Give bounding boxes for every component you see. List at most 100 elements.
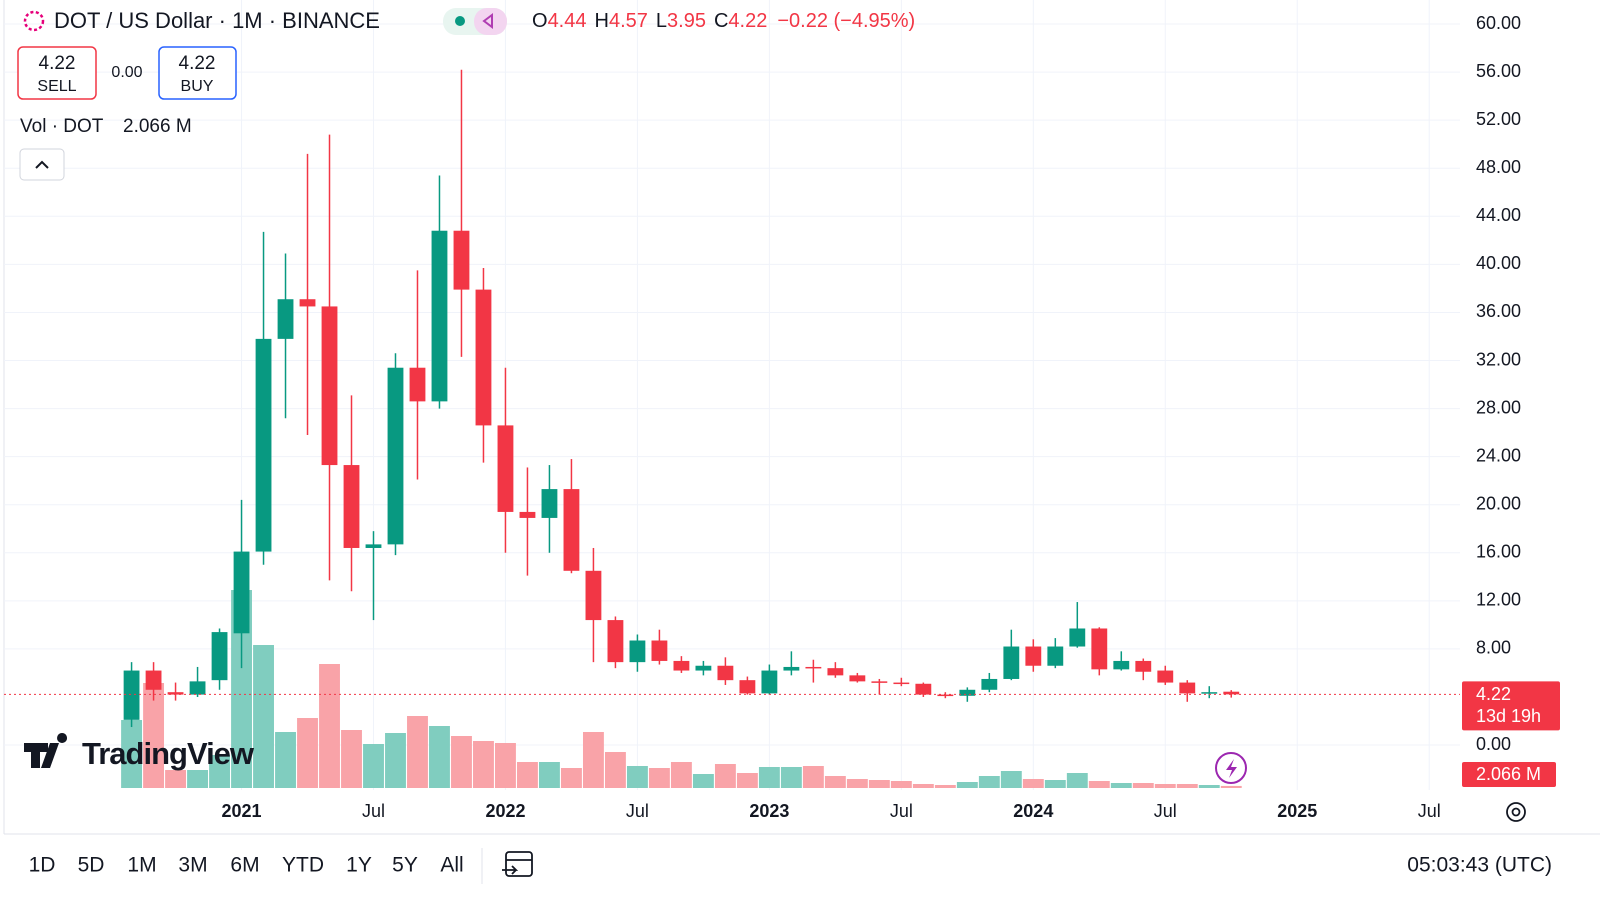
- volume-pane: [121, 590, 1242, 788]
- volume-legend: Vol · DOT: [20, 116, 104, 137]
- candle-body: [981, 678, 998, 690]
- buy-button[interactable]: [158, 46, 237, 100]
- volume-bar: [802, 766, 824, 788]
- chevron-icon: [35, 160, 49, 169]
- volume-bar: [714, 764, 736, 788]
- volume-bar: [912, 784, 934, 788]
- volume-bar: [209, 755, 230, 788]
- buy-price: 4.22: [179, 53, 216, 74]
- y-tick-label: 28.00: [1476, 397, 1521, 417]
- y-tick-label: 52.00: [1476, 109, 1521, 129]
- symbol-icon: [23, 10, 45, 32]
- ohlc-key: O: [532, 10, 548, 32]
- volume-bar: [143, 683, 165, 788]
- calendar-arrow: [502, 865, 519, 875]
- volume-bar: [648, 768, 670, 788]
- candle-body: [167, 692, 184, 695]
- range-button[interactable]: 1D: [29, 854, 56, 877]
- candle-body: [1157, 670, 1174, 683]
- sell-button[interactable]: [17, 46, 97, 100]
- range-button[interactable]: 3M: [178, 854, 207, 877]
- volume-bar: [517, 762, 538, 788]
- candle-body: [607, 620, 624, 663]
- volume-bar: [451, 736, 472, 788]
- data-status-icon: [482, 13, 493, 29]
- calendar-button[interactable]: [502, 851, 533, 877]
- data-status: [474, 8, 507, 35]
- candle-body: [1069, 628, 1086, 647]
- volume-bar: [1220, 785, 1242, 788]
- volume-bar: [187, 770, 208, 788]
- x-tick-label: Jul: [626, 801, 649, 821]
- candles: [123, 69, 1240, 728]
- ohlc-value: 3.95: [667, 10, 706, 32]
- candle-body: [497, 425, 514, 512]
- candle-body: [629, 640, 646, 663]
- volume-label-box: [1462, 762, 1556, 787]
- axes: 60.00 56.00 52.00 48.00 44.00 40.00 36.00 32.00…: [4, 13, 1560, 821]
- volume-bar: [692, 774, 714, 788]
- y-tick-label: 44.00: [1476, 205, 1521, 225]
- candle-body: [915, 683, 932, 695]
- volume-bar: [604, 752, 626, 788]
- range-button[interactable]: All: [440, 854, 463, 877]
- candle-body: [233, 551, 250, 634]
- volume-bar: [407, 716, 428, 788]
- volume-bar: [978, 776, 1000, 788]
- x-tick-label: 2025: [1277, 801, 1317, 821]
- ohlc-value: 4.44: [548, 10, 587, 32]
- y-tick-label: 24.00: [1476, 445, 1521, 465]
- price-label: 4.22: [1476, 684, 1511, 704]
- volume-bar: [165, 770, 186, 788]
- candle-body: [1201, 692, 1218, 694]
- symbol-title: DOT / US Dollar · 1M · BINANCE: [54, 8, 380, 33]
- candle-body: [673, 660, 690, 671]
- x-tick-label: Jul: [1154, 801, 1177, 821]
- change: −0.22 (−4.95%): [777, 10, 915, 32]
- x-tick-label: 2021: [222, 801, 262, 821]
- volume-bar: [626, 766, 648, 788]
- ohlc-legend: O4.44 H4.57 L3.95 C4.22 −0.22 (−4.95%): [532, 10, 915, 32]
- x-tick-label: 2022: [485, 801, 525, 821]
- logo: TradingView: [24, 733, 256, 771]
- candle-body: [475, 289, 492, 426]
- market-status: [455, 16, 465, 26]
- spread: 0.00: [111, 64, 142, 81]
- range-button[interactable]: 6M: [230, 854, 259, 877]
- logo-text: TradingView: [82, 736, 255, 771]
- candle-body: [365, 544, 382, 548]
- candle-body: [1003, 646, 1020, 679]
- candle-body: [453, 230, 470, 290]
- candle-body: [277, 299, 294, 339]
- volume-bar: [1198, 785, 1220, 788]
- candle-body: [585, 570, 602, 621]
- volume-bar: [824, 776, 846, 788]
- range-button[interactable]: 1Y: [346, 854, 372, 877]
- candle-body: [145, 670, 162, 690]
- replay-bolt: [1226, 759, 1237, 778]
- range-button[interactable]: YTD: [282, 854, 324, 877]
- y-tick-label: 32.00: [1476, 349, 1521, 369]
- candle-body: [959, 689, 976, 696]
- settings-button[interactable]: [1506, 802, 1526, 822]
- volume-bar: [1132, 783, 1154, 788]
- candle-body: [1113, 660, 1130, 670]
- candle-body: [1047, 646, 1064, 666]
- y-tick-label: 16.00: [1476, 542, 1521, 562]
- candle-body: [123, 670, 140, 720]
- candle-body: [1025, 646, 1042, 666]
- range-button[interactable]: 5D: [78, 854, 105, 877]
- candle-body: [431, 230, 448, 402]
- candle-body: [541, 489, 558, 518]
- volume-bar: [868, 780, 890, 788]
- volume-bar: [539, 762, 560, 788]
- ohlc-key: C: [714, 10, 728, 32]
- logo-mark: [24, 733, 68, 768]
- range-button[interactable]: 1M: [127, 854, 156, 877]
- candle-body: [893, 682, 910, 685]
- collapse-button[interactable]: [19, 148, 65, 181]
- volume-bar: [670, 762, 692, 788]
- candle-body: [805, 666, 822, 669]
- ohlc-key: H: [595, 10, 609, 32]
- range-button[interactable]: 5Y: [392, 854, 418, 877]
